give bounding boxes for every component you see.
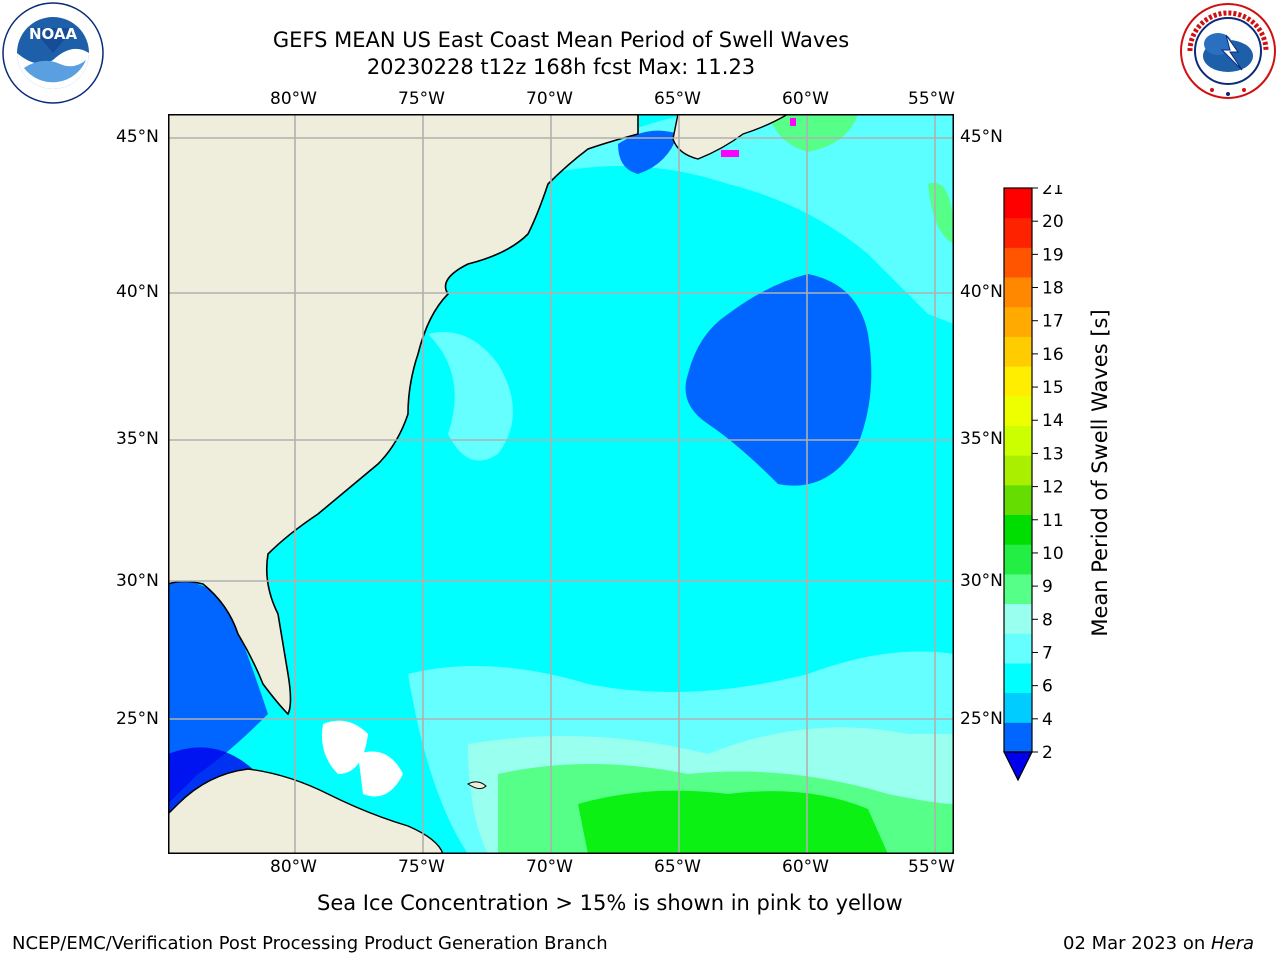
- colorbar-segment: [1004, 425, 1032, 456]
- lat-label-left-35n: 35°N: [116, 429, 159, 449]
- colorbar-segment: [1004, 306, 1032, 337]
- sea-ice-patch-2: [790, 118, 796, 126]
- colorbar-segment: [1004, 277, 1032, 308]
- colorbar: 2 4 6 7 8 9 10 11 12 13 14 15 16 17 18 19 20 21: [1000, 179, 1080, 785]
- lon-label-top-80w: 80°W: [270, 89, 317, 109]
- lon-label-bottom-80w: 80°W: [270, 857, 317, 877]
- land-island: [467, 781, 487, 790]
- lat-label-right-30n: 30°N: [960, 571, 1003, 591]
- colorbar-label: Mean Period of Swell Waves [s]: [1088, 308, 1112, 637]
- lon-label-top-60w: 60°W: [782, 89, 829, 109]
- colorbar-tick-label: 4: [1042, 710, 1053, 730]
- colorbar-segment: [1004, 514, 1032, 545]
- masked-bahamas-2: [358, 751, 403, 797]
- lat-label-right-45n: 45°N: [960, 127, 1003, 147]
- lat-label-right-25n: 25°N: [960, 709, 1003, 729]
- colorbar-tick-label: 8: [1042, 610, 1053, 630]
- colorbar-tick-label: 17: [1042, 312, 1064, 332]
- colorbar-segment: [1004, 455, 1032, 486]
- colorbar-segment: [1004, 217, 1032, 248]
- colorbar-segment: [1004, 722, 1032, 753]
- footer-credit: NCEP/EMC/Verification Post Processing Pr…: [12, 933, 608, 954]
- noaa-logo: NOAA: [2, 2, 104, 104]
- map-frame: [168, 114, 954, 854]
- colorbar-extend-arrow: [1003, 751, 1033, 782]
- colorbar-segment: [1004, 544, 1032, 575]
- lat-label-right-35n: 35°N: [960, 429, 1003, 449]
- map-panel: [167, 113, 954, 855]
- lon-label-bottom-75w: 75°W: [398, 857, 445, 877]
- land-north-america: [167, 113, 639, 716]
- graticule: [168, 114, 954, 854]
- colorbar-segment: [1004, 573, 1032, 605]
- colorbar-tick-label: 20: [1042, 212, 1064, 232]
- colorbar-tick-label: 21: [1042, 185, 1064, 199]
- footer-date: 02 Mar 2023 on Hera: [1063, 933, 1254, 954]
- lon-label-bottom-60w: 60°W: [782, 857, 829, 877]
- lon-label-bottom-70w: 70°W: [526, 857, 573, 877]
- colorbar-tick-label: 6: [1042, 677, 1053, 697]
- colorbar-label-box: Mean Period of Swell Waves [s]: [1085, 190, 1115, 755]
- colorbar-segment: [1004, 395, 1032, 426]
- colorbar-tick-label: 7: [1042, 643, 1053, 663]
- colorbar-segment: [1004, 366, 1032, 397]
- land-nova-scotia: [672, 113, 791, 160]
- swell-zone-2-maine: [618, 130, 678, 174]
- colorbar-segment: [1004, 484, 1032, 516]
- land-cuba: [167, 768, 444, 855]
- colorbar-tick-label: 15: [1042, 378, 1064, 398]
- map-subtitle: 20230228 t12z 168h fcst Max: 11.23: [366, 55, 756, 79]
- colorbar-segment: [1004, 247, 1032, 278]
- colorbar-tick-label: 13: [1042, 444, 1064, 464]
- footer-date-text: 02 Mar 2023 on: [1063, 933, 1211, 954]
- colorbar-segment: [1004, 662, 1032, 694]
- lat-label-left-45n: 45°N: [116, 127, 159, 147]
- map-title: GEFS MEAN US East Coast Mean Period of S…: [272, 28, 850, 52]
- sea-ice-patch-1: [721, 150, 739, 157]
- sea-ice-note: Sea Ice Concentration > 15% is shown in …: [317, 891, 903, 915]
- colorbar-tick-label: 12: [1042, 478, 1064, 498]
- lon-label-top-55w: 55°W: [908, 89, 955, 109]
- colorbar-segment: [1004, 692, 1032, 723]
- colorbar-tick-label: 11: [1042, 511, 1064, 531]
- colorbar-outline: [1003, 187, 1033, 753]
- lon-label-top-70w: 70°W: [526, 89, 573, 109]
- noaa-logo-text: NOAA: [29, 25, 78, 43]
- lat-label-right-40n: 40°N: [960, 282, 1003, 302]
- colorbar-segment: [1004, 336, 1032, 367]
- lat-label-left-30n: 30°N: [116, 571, 159, 591]
- colorbar-tick-label: 19: [1042, 245, 1064, 265]
- colorbar-svg: 2 4 6 7 8 9 10 11 12 13 14 15 16 17 18 19 20 21: [1003, 179, 1064, 782]
- colorbar-tick-label: 2: [1042, 743, 1053, 763]
- lon-label-bottom-55w: 55°W: [908, 857, 955, 877]
- swell-zone-7-coastal: [428, 332, 513, 461]
- colorbar-tick-label: 18: [1042, 279, 1064, 299]
- swell-zone-10-south: [578, 790, 888, 854]
- colorbar-segment: [1004, 188, 1032, 219]
- lon-label-top-75w: 75°W: [398, 89, 445, 109]
- colorbar-tick-label: 9: [1042, 577, 1053, 597]
- nws-logo: [1178, 2, 1278, 100]
- colorbar-tick-label: 14: [1042, 411, 1064, 431]
- colorbar-segment: [1004, 603, 1032, 634]
- swell-zone-2-central: [685, 274, 872, 486]
- lat-label-left-40n: 40°N: [116, 282, 159, 302]
- map-canvas: [167, 113, 954, 855]
- colorbar-tick-label: 10: [1042, 544, 1064, 564]
- masked-bahamas-1: [322, 720, 368, 774]
- colorbar-tick-label: 16: [1042, 345, 1064, 365]
- lat-label-left-25n: 25°N: [116, 709, 159, 729]
- lon-label-bottom-65w: 65°W: [654, 857, 701, 877]
- footer-machine: Hera: [1210, 933, 1255, 954]
- colorbar-segment: [1004, 633, 1032, 664]
- lon-label-top-65w: 65°W: [654, 89, 701, 109]
